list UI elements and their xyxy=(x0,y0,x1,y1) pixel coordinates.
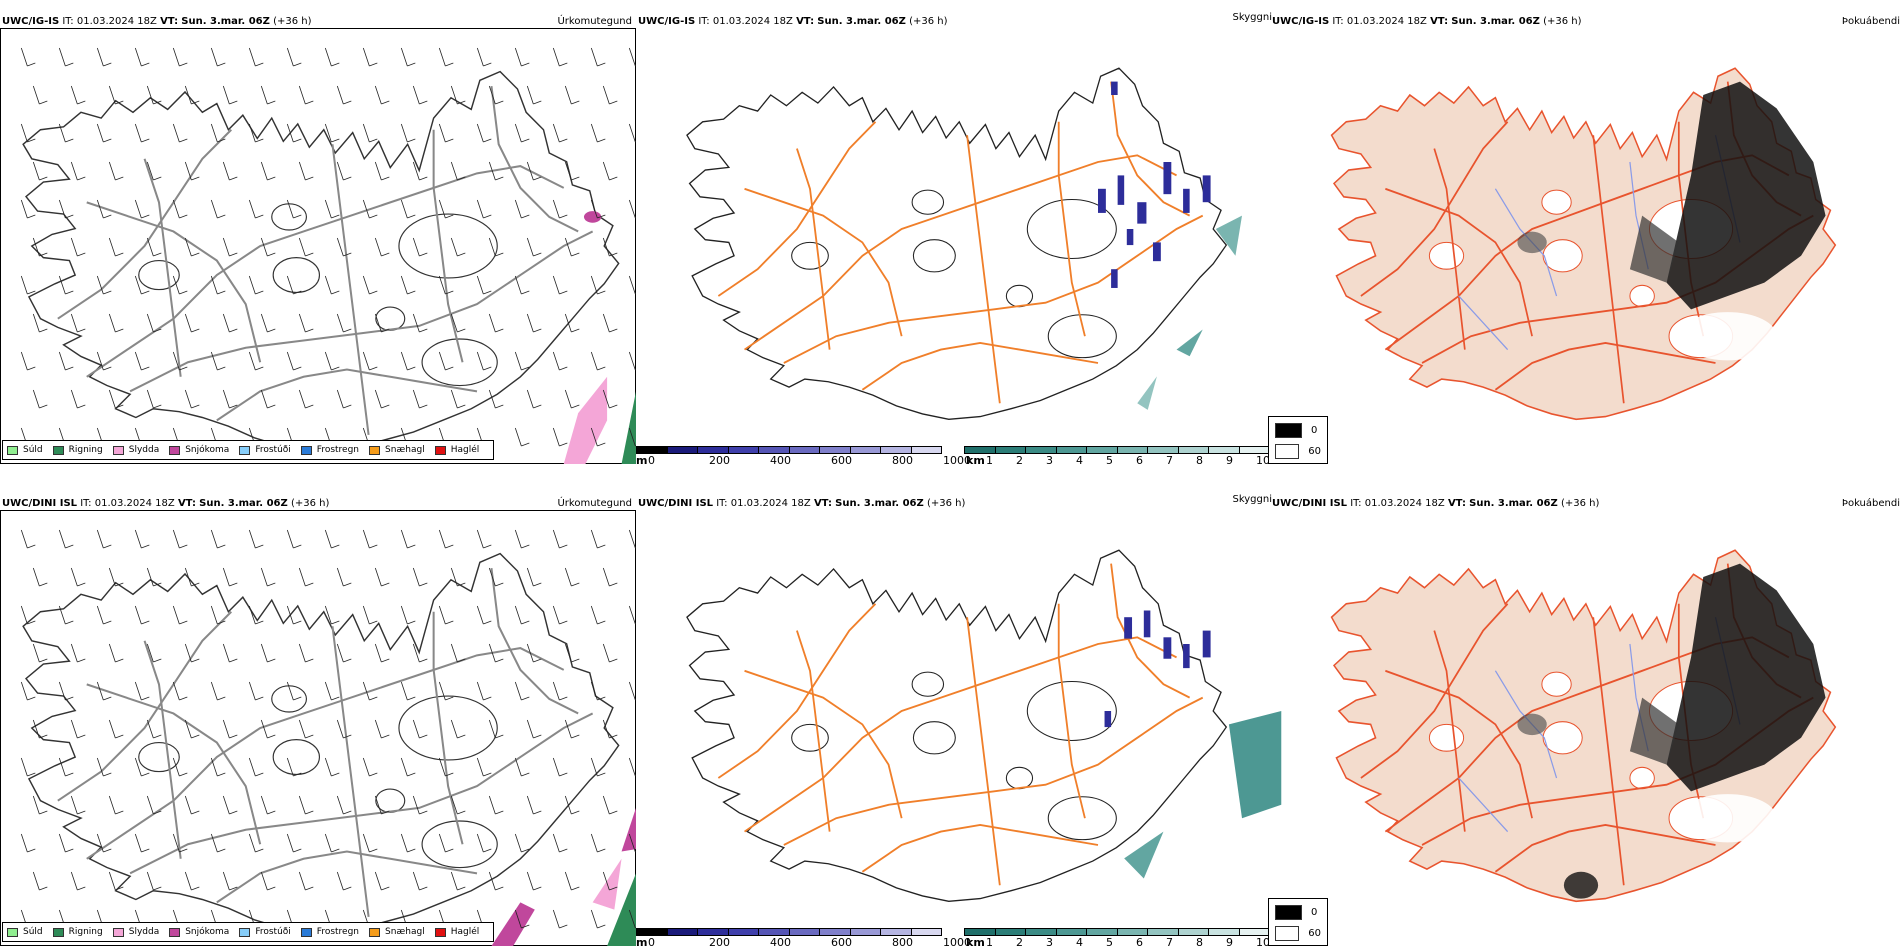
precip-title: Úrkomutegund xyxy=(557,498,632,509)
visibility-panel: UWC/DINI ISL IT: 01.03.2024 18Z VT: Sun.… xyxy=(636,494,1282,949)
visibility-tick: 1 xyxy=(986,454,993,467)
precip-legend: Súld Rigning Slydda Snjókoma Frostúði Frostre… xyxy=(2,440,495,460)
visibility-tick: 7 xyxy=(1166,936,1173,949)
fog-map xyxy=(1312,28,1850,430)
visibility-tick: 6 xyxy=(1136,454,1143,467)
cloudbase-tick: 600 xyxy=(831,454,852,467)
cloudbase-tick: 600 xyxy=(831,936,852,949)
precip-legend-item: Frostúði xyxy=(239,445,291,455)
precip-legend-item: Snjókoma xyxy=(169,927,229,937)
cloudbase-unit: m xyxy=(636,454,648,467)
visibility-tick: 6 xyxy=(1136,936,1143,949)
visibility-tick: 3 xyxy=(1046,454,1053,467)
visibility-tick: 8 xyxy=(1196,936,1203,949)
precip-legend-item: Frostúði xyxy=(239,927,291,937)
cloudbase-colorbar xyxy=(636,446,942,454)
cloudbase-tick: 1000 xyxy=(943,454,971,467)
panel-header: UWC/DINI ISL IT: 01.03.2024 18Z VT: Sun.… xyxy=(638,498,966,509)
fog-legend: 0 60 xyxy=(1268,898,1328,946)
visibility-tick: 7 xyxy=(1166,454,1173,467)
precip-legend-item: Snjókoma xyxy=(169,445,229,455)
fog-legend-item: 60 xyxy=(1275,444,1321,459)
panel-header: UWC/DINI ISL IT: 01.03.2024 18Z VT: Sun.… xyxy=(2,498,330,509)
precip-map xyxy=(0,510,636,946)
visibility-tick: 2 xyxy=(1016,936,1023,949)
precip-legend: Súld Rigning Slydda Snjókoma Frostúði Frostre… xyxy=(2,922,495,942)
precip-legend-item: Súld xyxy=(7,445,43,455)
visibility-tick: 9 xyxy=(1226,454,1233,467)
precip-panel: UWC/IG-IS IT: 01.03.2024 18Z VT: Sun. 3.… xyxy=(0,12,636,464)
precip-legend-item: Rigning xyxy=(52,927,103,937)
cloudbase-tick: 200 xyxy=(709,936,730,949)
precip-legend-item: Frostregn xyxy=(300,927,359,937)
precip-legend-item: Rigning xyxy=(52,445,103,455)
precip-map-frame xyxy=(0,28,636,464)
visibility-colorbar xyxy=(964,446,1270,454)
visibility-tick: 5 xyxy=(1106,454,1113,467)
fog-legend-item: 0 xyxy=(1275,905,1321,920)
cloudbase-tick: 400 xyxy=(770,936,791,949)
visibility-colorbar xyxy=(964,928,1270,936)
fog-title: Þokuábendi xyxy=(1841,498,1900,509)
cloudbase-tick: 0 xyxy=(648,454,655,467)
precip-legend-item: Haglél xyxy=(434,445,479,455)
panel-header: UWC/IG-IS IT: 01.03.2024 18Z VT: Sun. 3.… xyxy=(638,16,948,27)
precip-legend-item: Snæhagl xyxy=(369,927,425,937)
fog-map xyxy=(1312,510,1850,912)
visibility-tick: 5 xyxy=(1106,936,1113,949)
visibility-unit: km xyxy=(966,454,985,467)
visibility-tick: 8 xyxy=(1196,454,1203,467)
cloudbase-tick: 800 xyxy=(892,454,913,467)
panel-header: UWC/DINI ISL IT: 01.03.2024 18Z VT: Sun.… xyxy=(1272,498,1600,509)
visibility-tick: 9 xyxy=(1226,936,1233,949)
precip-panel: UWC/DINI ISL IT: 01.03.2024 18Z VT: Sun.… xyxy=(0,494,636,946)
precip-legend-item: Slydda xyxy=(112,445,159,455)
visibility-tick: 10 xyxy=(1256,454,1270,467)
visibility-tick: 3 xyxy=(1046,936,1053,949)
fog-panel: UWC/IG-IS IT: 01.03.2024 18Z VT: Sun. 3.… xyxy=(1268,12,1900,464)
cloudbase-colorbar xyxy=(636,928,942,936)
precip-title: Úrkomutegund xyxy=(557,16,632,27)
precip-map-frame xyxy=(0,510,636,946)
precip-legend-item: Slydda xyxy=(112,927,159,937)
fog-panel: UWC/DINI ISL IT: 01.03.2024 18Z VT: Sun.… xyxy=(1268,494,1900,946)
visibility-map xyxy=(666,28,1242,430)
cloudbase-tick: 200 xyxy=(709,454,730,467)
visibility-tick: 4 xyxy=(1076,454,1083,467)
cloudbase-unit: m xyxy=(636,936,648,949)
fog-legend-item: 0 xyxy=(1275,423,1321,438)
cloudbase-tick: 400 xyxy=(770,454,791,467)
visibility-tick: 1 xyxy=(986,936,993,949)
cloudbase-tick: 1000 xyxy=(943,936,971,949)
precip-legend-item: Snæhagl xyxy=(369,445,425,455)
visibility-panel: UWC/IG-IS IT: 01.03.2024 18Z VT: Sun. 3.… xyxy=(636,12,1272,467)
visibility-title: Skyggni xyxy=(1232,494,1272,505)
panel-header: UWC/IG-IS IT: 01.03.2024 18Z VT: Sun. 3.… xyxy=(2,16,312,27)
precip-legend-item: Frostregn xyxy=(300,445,359,455)
visibility-tick: 10 xyxy=(1256,936,1270,949)
visibility-title: Skyggni xyxy=(1232,12,1272,23)
visibility-tick: 4 xyxy=(1076,936,1083,949)
panel-header: UWC/IG-IS IT: 01.03.2024 18Z VT: Sun. 3.… xyxy=(1272,16,1582,27)
cloudbase-tick: 0 xyxy=(648,936,655,949)
visibility-tick: 2 xyxy=(1016,454,1023,467)
fog-legend: 0 60 xyxy=(1268,416,1328,464)
fog-legend-item: 60 xyxy=(1275,926,1321,941)
visibility-unit: km xyxy=(966,936,985,949)
precip-legend-item: Súld xyxy=(7,927,43,937)
visibility-map xyxy=(666,510,1282,912)
precip-map xyxy=(0,28,636,464)
cloudbase-tick: 800 xyxy=(892,936,913,949)
fog-title: Þokuábendi xyxy=(1841,16,1900,27)
precip-legend-item: Haglél xyxy=(434,927,479,937)
